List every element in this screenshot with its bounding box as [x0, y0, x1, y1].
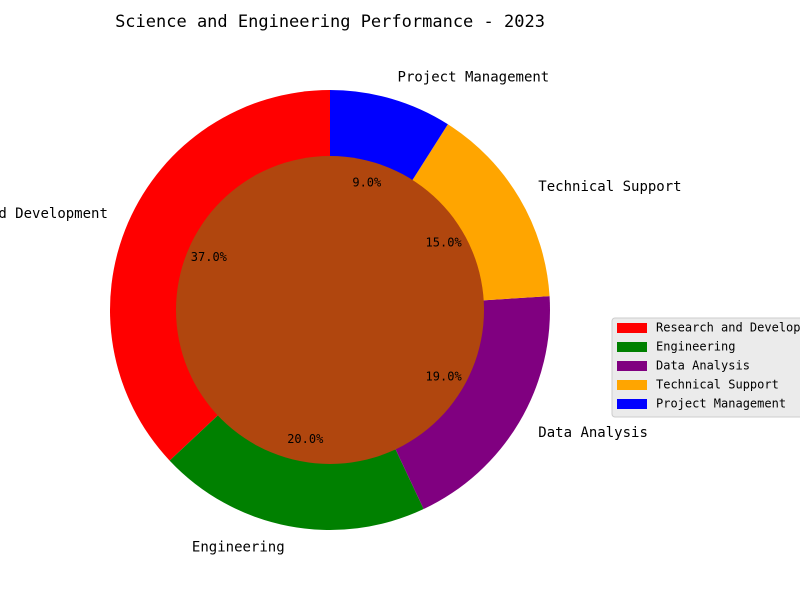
- chart-title: Science and Engineering Performance - 20…: [115, 12, 545, 32]
- donut-center: [176, 156, 484, 464]
- legend-box: [611, 317, 800, 418]
- percentage-labels: 37.0% 20.0% 19.0% 15.0% 9.0%: [191, 176, 463, 446]
- legend: Research and Developm Engineering Data Ana…: [611, 317, 800, 418]
- legend-label-research-and-development: Research and Developm: [656, 321, 800, 335]
- legend-swatch-research-and-development: [617, 323, 647, 333]
- category-label-project-management: Project Management: [398, 70, 550, 86]
- category-label-research-and-development: Research and Development: [0, 206, 108, 222]
- legend-swatch-engineering: [617, 342, 647, 352]
- legend-swatch-technical-support: [617, 380, 647, 390]
- pct-label-engineering: 20.0%: [287, 432, 324, 446]
- legend-swatch-data-analysis: [617, 361, 647, 371]
- category-label-engineering: Engineering: [192, 540, 285, 556]
- legend-label-project-management: Project Management: [656, 397, 786, 411]
- pct-label-project-management: 9.0%: [352, 176, 382, 190]
- legend-label-engineering: Engineering: [656, 340, 735, 354]
- category-label-data-analysis: Data Analysis: [538, 425, 648, 441]
- category-label-technical-support: Technical Support: [538, 179, 681, 195]
- pct-label-data-analysis: 19.0%: [426, 370, 463, 384]
- legend-label-technical-support: Technical Support: [656, 378, 779, 392]
- category-labels: Research and Development Engineering Data …: [0, 70, 682, 556]
- legend-swatch-project-management: [617, 399, 647, 409]
- pct-label-technical-support: 15.0%: [426, 235, 463, 249]
- legend-label-data-analysis: Data Analysis: [656, 359, 750, 373]
- pct-label-research-and-development: 37.0%: [191, 250, 228, 264]
